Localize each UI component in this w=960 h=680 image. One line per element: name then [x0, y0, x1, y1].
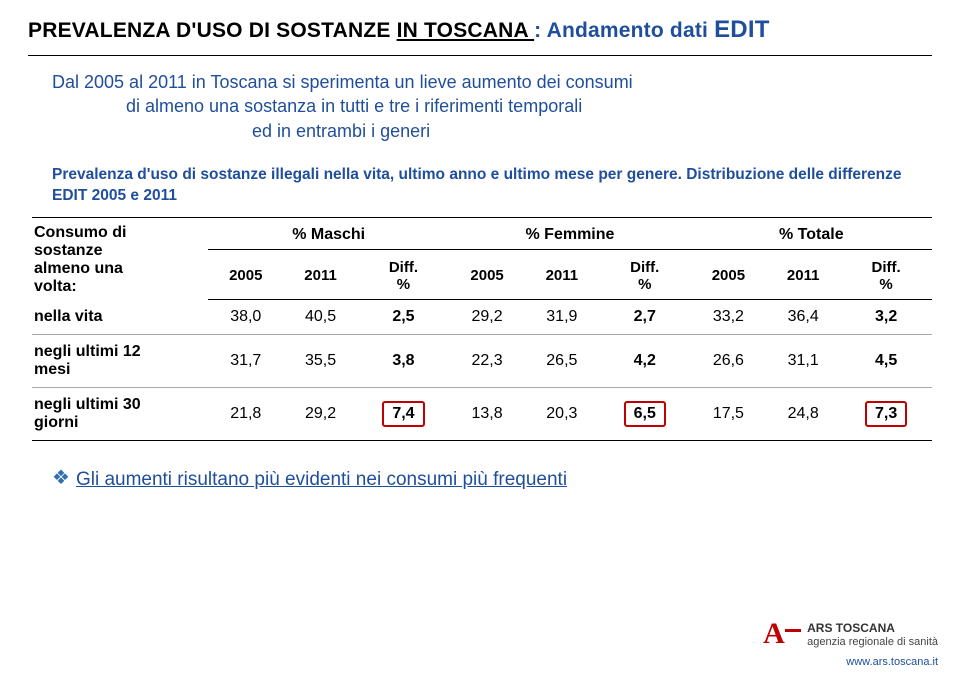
cell-diff: 4,5 — [840, 335, 932, 388]
cell: 26,6 — [691, 335, 767, 388]
divider — [28, 55, 932, 56]
row-label-12mesi: negli ultimi 12mesi — [32, 335, 208, 388]
stub-l1: Consumo di — [34, 224, 126, 241]
cell-diff: 4,2 — [599, 335, 691, 388]
footer-url: www.ars.toscana.it — [763, 656, 938, 668]
cell-diff-boxed: 7,3 — [840, 388, 932, 441]
row-label-vita: nella vita — [32, 300, 208, 335]
cell-diff-boxed: 7,4 — [358, 388, 450, 441]
col-group-femmine: % Femmine — [449, 217, 690, 249]
stub-l4: volta: — [34, 278, 77, 295]
cell: 22,3 — [449, 335, 525, 388]
intro-text: Dal 2005 al 2011 in Toscana si speriment… — [28, 70, 932, 143]
title-part-2-underlined: IN TOSCANA — [397, 19, 535, 42]
col-m-2005: 2005 — [208, 250, 284, 300]
logo-mark-icon: A — [763, 617, 799, 653]
page-title: PREVALENZA D'USO DI SOSTANZE IN TOSCANA … — [28, 14, 932, 45]
conclusion-text: Gli aumenti risultano più evidenti nei c… — [76, 469, 567, 490]
col-f-2005: 2005 — [449, 250, 525, 300]
brand-line-1: ARS TOSCANA — [807, 622, 938, 636]
table-row: nella vita 38,0 40,5 2,5 29,2 31,9 2,7 3… — [32, 300, 932, 335]
cell: 29,2 — [284, 388, 358, 441]
cell: 31,9 — [525, 300, 599, 335]
cell-diff: 3,8 — [358, 335, 450, 388]
conclusion: ❖ Gli aumenti risultano più evidenti nei … — [28, 465, 932, 491]
cell: 26,5 — [525, 335, 599, 388]
diamond-bullet-icon: ❖ — [52, 467, 70, 489]
cell: 36,4 — [766, 300, 840, 335]
cell-diff: 2,7 — [599, 300, 691, 335]
cell: 20,3 — [525, 388, 599, 441]
intro-line-1: Dal 2005 al 2011 in Toscana si speriment… — [52, 72, 633, 92]
stub-l2: sostanze — [34, 242, 102, 259]
cell: 13,8 — [449, 388, 525, 441]
cell: 40,5 — [284, 300, 358, 335]
cell-diff: 3,2 — [840, 300, 932, 335]
cell: 29,2 — [449, 300, 525, 335]
cell: 21,8 — [208, 388, 284, 441]
table-row: negli ultimi 30giorni 21,8 29,2 7,4 13,8… — [32, 388, 932, 441]
cell: 33,2 — [691, 300, 767, 335]
title-part-1: PREVALENZA D'USO DI SOSTANZE — [28, 19, 397, 42]
title-part-3-blue: : Andamento dati — [534, 19, 714, 42]
cell: 35,5 — [284, 335, 358, 388]
cell: 31,7 — [208, 335, 284, 388]
col-group-totale: % Totale — [691, 217, 932, 249]
logo: A ARS TOSCANA agenzia regionale di sanit… — [763, 617, 938, 653]
table-stub: Consumo di sostanze almeno una volta: — [32, 217, 208, 300]
cell: 31,1 — [766, 335, 840, 388]
cell-diff-boxed: 6,5 — [599, 388, 691, 441]
col-f-2011: 2011 — [525, 250, 599, 300]
cell: 24,8 — [766, 388, 840, 441]
table-row: negli ultimi 12mesi 31,7 35,5 3,8 22,3 2… — [32, 335, 932, 388]
brand-line-2: agenzia regionale di sanità — [807, 636, 938, 649]
intro-line-2: di almeno una sostanza in tutti e tre i … — [52, 94, 932, 118]
col-t-2005: 2005 — [691, 250, 767, 300]
col-m-diff: Diff.% — [358, 250, 450, 300]
stub-l3: almeno una — [34, 260, 123, 277]
col-m-2011: 2011 — [284, 250, 358, 300]
intro-line-3: ed in entrambi i generi — [52, 119, 932, 143]
table-group-header: Consumo di sostanze almeno una volta: % … — [32, 217, 932, 249]
col-t-diff: Diff.% — [840, 250, 932, 300]
data-table: Consumo di sostanze almeno una volta: % … — [32, 217, 932, 442]
logo-text: ARS TOSCANA agenzia regionale di sanità — [807, 622, 938, 648]
col-t-2011: 2011 — [766, 250, 840, 300]
table-caption: Prevalenza d'uso di sostanze illegali ne… — [28, 165, 932, 207]
footer: A ARS TOSCANA agenzia regionale di sanit… — [763, 617, 938, 668]
cell: 17,5 — [691, 388, 767, 441]
row-label-30giorni: negli ultimi 30giorni — [32, 388, 208, 441]
col-f-diff: Diff.% — [599, 250, 691, 300]
cell: 38,0 — [208, 300, 284, 335]
title-part-4-edit: EDIT — [714, 16, 769, 43]
cell-diff: 2,5 — [358, 300, 450, 335]
col-group-maschi: % Maschi — [208, 217, 449, 249]
